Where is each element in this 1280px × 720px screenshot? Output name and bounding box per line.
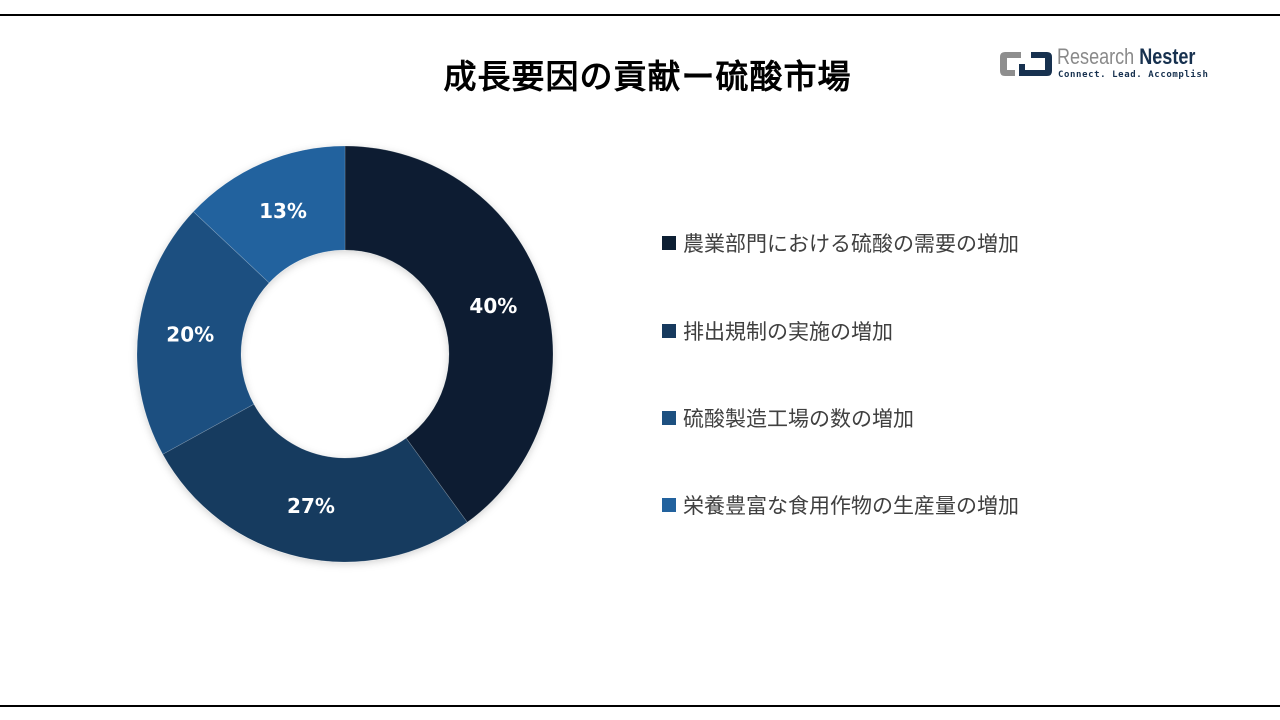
legend-swatch [662,498,676,512]
legend-item: 農業部門における硫酸の需要の増加 [662,228,1019,258]
donut-chart: 40% 27% 20% 13% [136,145,554,563]
logo-tagline: Connect. Lead. Accomplish [1058,70,1209,80]
chain-link-logo-icon [1000,52,1052,76]
legend-swatch [662,236,676,250]
legend-swatch [662,411,676,425]
donut-slice [192,145,346,284]
slice-percent-label: 40% [469,294,517,318]
legend-label: 栄養豊富な食用作物の生産量の増加 [683,494,1019,518]
legend-item: 排出規制の実施の増加 [662,316,893,346]
slice-percent-label: 13% [259,199,307,223]
bottom-divider [0,705,1280,707]
donut-slice [162,403,468,563]
legend-label: 排出規制の実施の増加 [683,320,893,344]
donut-slice [136,211,270,455]
logo-wordmark: Research Nester [1057,44,1196,69]
chart-title: 成長要因の貢献ー硫酸市場 [443,57,852,96]
legend-item: 栄養豊富な食用作物の生産量の増加 [662,490,1019,520]
legend-item: 硫酸製造工場の数の増加 [662,403,914,433]
research-nester-logo: Research Nester Connect. Lead. Accomplis… [997,44,1217,86]
slice-percent-label: 20% [166,322,214,346]
slice-percent-label: 27% [287,494,335,518]
legend-label: 農業部門における硫酸の需要の増加 [683,232,1019,256]
legend-swatch [662,324,676,338]
top-divider [0,14,1280,16]
legend-label: 硫酸製造工場の数の増加 [683,407,914,431]
donut-slice [344,145,554,523]
